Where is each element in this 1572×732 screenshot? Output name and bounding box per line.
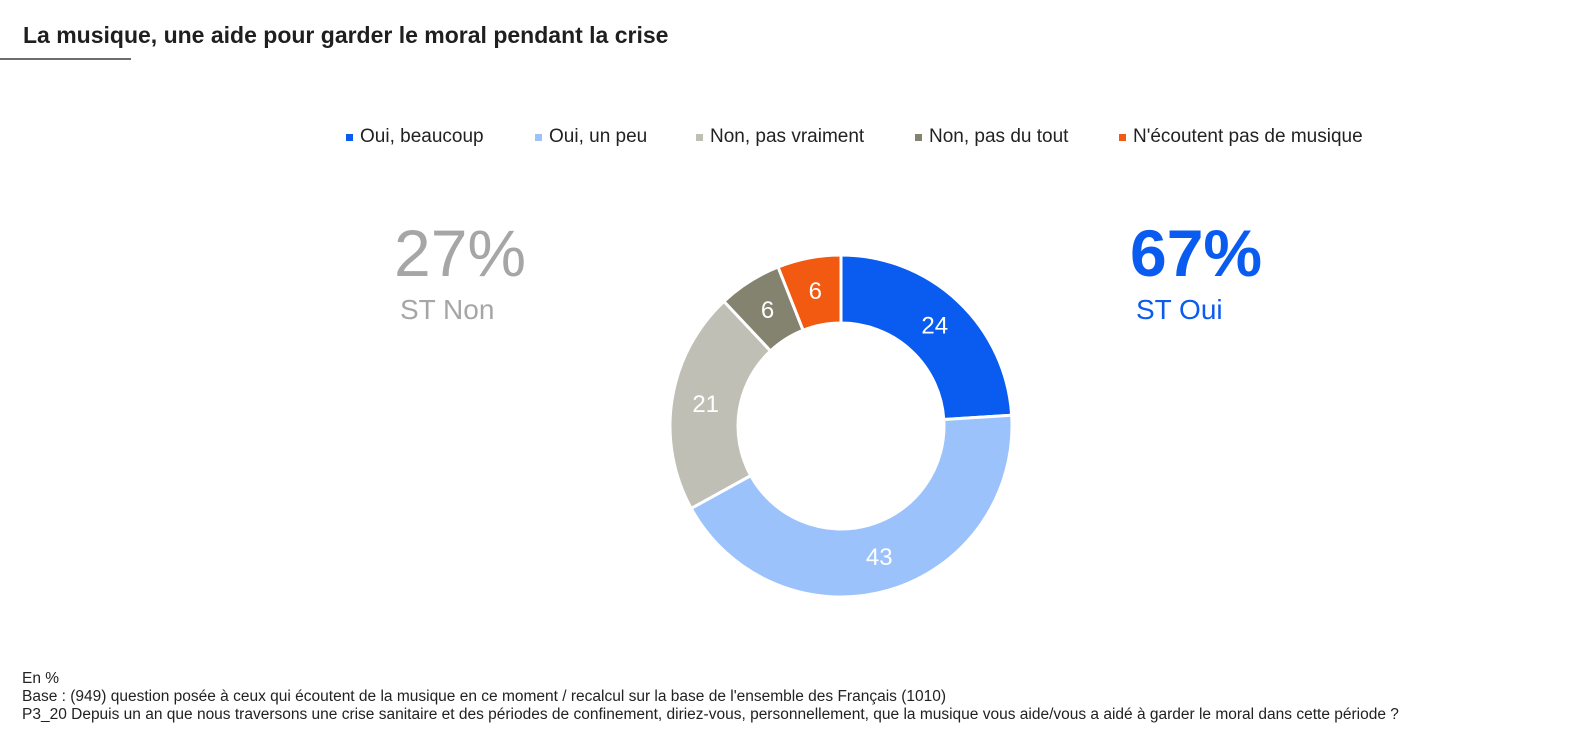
legend-label: Oui, un peu: [549, 126, 648, 147]
legend-label: Non, pas vraiment: [710, 126, 865, 147]
chart-title: La musique, une aide pour garder le mora…: [23, 22, 669, 48]
st-non-percentage: 27%: [394, 216, 527, 290]
legend-item: Oui, un peu: [535, 126, 647, 148]
legend-swatch: [1119, 133, 1126, 141]
legend-swatch: [915, 133, 922, 141]
donut-chart: 24 43 21 6 6: [668, 253, 1014, 599]
legend-item: Non, pas du tout: [915, 126, 1068, 148]
slice-value-label: 6: [809, 278, 822, 305]
footnotes: En % Base : (949) question posée à ceux …: [22, 670, 1399, 724]
legend-item: Non, pas vraiment: [696, 126, 864, 148]
footnote-unit: En %: [22, 670, 60, 687]
st-oui-percentage: 67%: [1130, 216, 1263, 290]
st-non-label: ST Non: [400, 294, 495, 325]
donut-slice: [839, 253, 1014, 422]
legend-swatch: [696, 133, 703, 141]
legend-swatch: [535, 133, 542, 141]
slice-value-label: 24: [921, 313, 948, 340]
legend-label: N'écoutent pas de musique: [1133, 126, 1363, 147]
st-oui-label: ST Oui: [1136, 294, 1223, 325]
legend-swatch: [346, 133, 353, 141]
legend-label: Oui, beaucoup: [360, 126, 484, 147]
slice-value-label: 21: [692, 391, 719, 418]
donut-slice: [776, 253, 843, 333]
slice-value-label: 6: [761, 297, 774, 324]
footnote-question: P3_20 Depuis un an que nous traversons u…: [22, 706, 1399, 723]
slice-value-label: 43: [866, 544, 893, 571]
legend-label: Non, pas du tout: [929, 126, 1069, 147]
title-underline: [0, 58, 131, 60]
donut-slice: [689, 413, 1014, 599]
footnote-base: Base : (949) question posée à ceux qui é…: [22, 688, 947, 705]
legend-item: Oui, beaucoup: [346, 126, 484, 148]
legend-item: N'écoutent pas de musique: [1119, 126, 1363, 148]
